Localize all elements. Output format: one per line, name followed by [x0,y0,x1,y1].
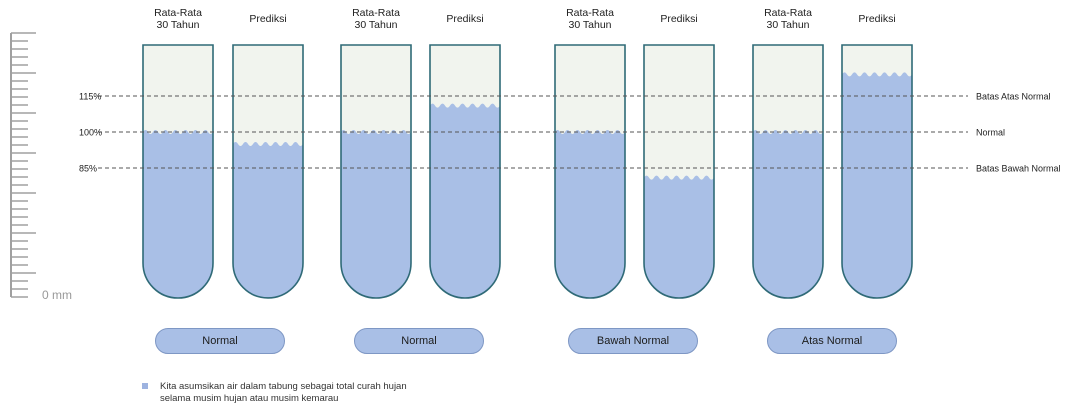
average-header-label: Rata-Rata 30 Tahun [764,7,812,31]
guide-name-label: Batas Bawah Normal [976,164,1061,174]
prediction-tube-outline [841,44,913,299]
prediction-water-fill [430,103,500,298]
category-pill: Normal [354,328,484,354]
footnote-line-2: selama musim hujan atau musim kemarau [160,393,339,404]
prediction-header-label: Prediksi [249,13,286,25]
prediction-water-fill [842,72,912,298]
legend-bullet [142,383,148,389]
footnote-line-1: Kita asumsikan air dalam tabung sebagai … [160,381,407,392]
average-water-fill [753,130,823,298]
average-water-fill [143,130,213,298]
prediction-header-label: Prediksi [660,13,697,25]
guide-percent-label: 85% [79,164,97,174]
prediction-tube-outline [232,44,304,299]
vertical-ruler [10,32,36,298]
category-pill: Atas Normal [767,328,897,354]
average-header-label: Rata-Rata 30 Tahun [566,7,614,31]
level-guides: 115% Batas Atas Normal 100% Normal 85% Batas … [79,92,1061,174]
average-tube-outline [142,44,214,299]
category-pill: Bawah Normal [568,328,698,354]
guide-percent-label: 100% [79,128,102,138]
ruler-zero-label: 0 mm [42,288,72,302]
prediction-water-fill [233,142,303,298]
average-tube-outline [554,44,626,299]
average-tube-outline [752,44,824,299]
average-water-fill [341,130,411,298]
footnote: Kita asumsikan air dalam tabung sebagai … [160,381,407,405]
average-header-label: Rata-Rata 30 Tahun [352,7,400,31]
prediction-water-fill [644,175,714,298]
tube-groups: Rata-Rata 30 Tahun Prediksi Rata-Rata 30 Tah… [142,7,913,299]
prediction-tube-outline [643,44,715,299]
average-tube-outline [340,44,412,299]
guide-name-label: Batas Atas Normal [976,92,1051,102]
guide-name-label: Normal [976,128,1005,138]
average-water-fill [555,130,625,298]
prediction-tube-outline [429,44,501,299]
prediction-header-label: Prediksi [858,13,895,25]
average-header-label: Rata-Rata 30 Tahun [154,7,202,31]
guide-percent-label: 115% [79,92,101,102]
prediction-header-label: Prediksi [446,13,483,25]
category-pill: Normal [155,328,285,354]
